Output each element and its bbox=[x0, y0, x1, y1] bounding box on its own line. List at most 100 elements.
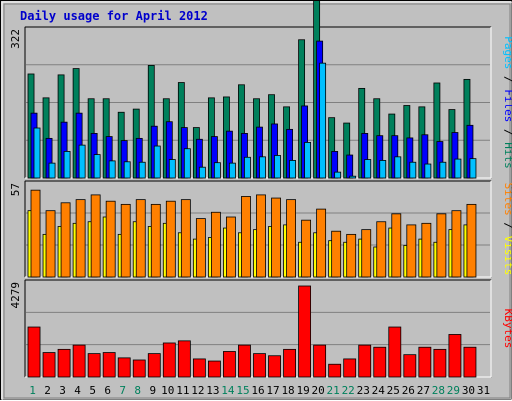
bar-kbytes-day-2 bbox=[42, 352, 56, 378]
day-label-2: 2 bbox=[44, 384, 51, 397]
panel-visits-sites: 57 Sites / Visits bbox=[9, 180, 512, 278]
bar-sites-day-23 bbox=[361, 229, 372, 278]
legend-separator: / bbox=[502, 216, 512, 236]
bar-kbytes-day-12 bbox=[192, 358, 206, 378]
bar-kbytes-day-16 bbox=[253, 353, 266, 378]
bar-kbytes-day-26 bbox=[403, 354, 417, 378]
bar-kbytes-day-14 bbox=[223, 351, 236, 378]
bar-kbytes-day-19 bbox=[298, 285, 312, 378]
day-label-9: 9 bbox=[149, 384, 156, 397]
panel-legend: Sites / Visits bbox=[502, 183, 512, 276]
bar-sites-day-15 bbox=[241, 196, 251, 278]
bar-pages-day-30 bbox=[469, 158, 477, 179]
legend-hits: Hits bbox=[502, 142, 512, 169]
bar-pages-day-21 bbox=[334, 171, 342, 179]
day-label-1: 1 bbox=[29, 384, 36, 397]
bar-kbytes-day-1 bbox=[27, 326, 41, 378]
bar-pages-day-3 bbox=[63, 151, 71, 179]
bar-pages-day-29 bbox=[454, 158, 462, 179]
bar-kbytes-day-7 bbox=[117, 357, 131, 378]
legend-separator: / bbox=[502, 69, 512, 89]
bar-sites-day-18 bbox=[286, 199, 296, 278]
bar-kbytes-day-25 bbox=[388, 326, 402, 378]
bar-kbytes-day-21 bbox=[328, 363, 342, 378]
bar-pages-day-5 bbox=[93, 154, 101, 179]
bar-kbytes-day-8 bbox=[132, 359, 146, 378]
bar-pages-day-26 bbox=[409, 161, 417, 179]
bar-pages-day-16 bbox=[259, 156, 266, 179]
bar-kbytes-day-10 bbox=[162, 342, 176, 378]
y-max-label: 57 bbox=[9, 183, 22, 196]
day-label-23: 23 bbox=[357, 384, 370, 397]
bar-sites-day-28 bbox=[436, 213, 447, 278]
bar-sites-day-29 bbox=[451, 210, 462, 278]
bar-pages-day-20 bbox=[319, 62, 327, 179]
day-label-14: 14 bbox=[221, 384, 235, 397]
bar-pages-day-18 bbox=[289, 160, 296, 179]
bar-sites-day-9 bbox=[150, 203, 161, 278]
bar-pages-day-15 bbox=[244, 156, 251, 179]
day-label-11: 11 bbox=[176, 384, 189, 397]
bar-sites-day-19 bbox=[301, 219, 312, 278]
day-label-24: 24 bbox=[372, 384, 386, 397]
day-label-21: 21 bbox=[327, 384, 340, 397]
day-label-15: 15 bbox=[236, 384, 249, 397]
bar-sites-day-16 bbox=[256, 194, 266, 278]
legend-visits: Visits bbox=[502, 236, 512, 276]
bar-sites-day-27 bbox=[421, 222, 432, 278]
day-label-12: 12 bbox=[191, 384, 204, 397]
day-label-31: 31 bbox=[477, 384, 490, 397]
day-label-17: 17 bbox=[266, 384, 279, 397]
bar-kbytes-day-9 bbox=[147, 353, 161, 378]
bar-pages-day-23 bbox=[364, 159, 372, 179]
day-label-4: 4 bbox=[74, 384, 81, 397]
bar-sites-day-8 bbox=[135, 199, 146, 278]
bar-kbytes-day-29 bbox=[448, 334, 462, 378]
day-label-20: 20 bbox=[312, 384, 325, 397]
chart-title: Daily usage for April 2012 bbox=[20, 9, 208, 23]
bar-sites-day-7 bbox=[120, 203, 131, 278]
bar-kbytes-day-3 bbox=[57, 348, 71, 378]
bar-kbytes-day-27 bbox=[418, 346, 432, 378]
day-label-3: 3 bbox=[59, 384, 66, 397]
bar-sites-day-11 bbox=[180, 199, 191, 278]
bar-kbytes-day-18 bbox=[283, 348, 296, 378]
bar-pages-day-1 bbox=[33, 127, 41, 179]
day-label-16: 16 bbox=[251, 384, 264, 397]
bar-pages-day-22 bbox=[349, 175, 357, 179]
day-label-7: 7 bbox=[119, 384, 126, 397]
legend-files: Files bbox=[502, 89, 512, 122]
bar-kbytes-day-24 bbox=[373, 346, 387, 378]
legend-separator: / bbox=[502, 122, 512, 142]
bar-sites-day-2 bbox=[45, 210, 56, 278]
bar-pages-day-9 bbox=[153, 145, 161, 179]
day-label-30: 30 bbox=[462, 384, 475, 397]
bar-pages-day-8 bbox=[138, 161, 146, 179]
bar-sites-day-21 bbox=[331, 230, 342, 278]
bar-kbytes-day-15 bbox=[238, 344, 251, 378]
panel-legend: KBytes bbox=[502, 309, 512, 349]
bar-sites-day-24 bbox=[376, 221, 387, 278]
bar-sites-day-25 bbox=[391, 213, 402, 278]
bar-files-day-22 bbox=[346, 154, 354, 179]
bar-sites-day-3 bbox=[60, 202, 71, 278]
bar-sites-day-10 bbox=[165, 200, 176, 278]
bar-kbytes-day-23 bbox=[358, 344, 372, 378]
bar-pages-day-7 bbox=[123, 161, 131, 179]
bar-pages-day-6 bbox=[108, 160, 116, 179]
bar-kbytes-day-4 bbox=[72, 344, 86, 378]
bar-pages-day-11 bbox=[183, 148, 191, 179]
bar-sites-day-20 bbox=[316, 208, 327, 278]
panel-legend: Pages / Files / Hits bbox=[502, 36, 512, 169]
day-label-27: 27 bbox=[417, 384, 430, 397]
bar-pages-day-13 bbox=[213, 162, 221, 179]
day-label-26: 26 bbox=[402, 384, 415, 397]
legend-kbytes: KBytes bbox=[502, 309, 512, 349]
bar-sites-day-4 bbox=[75, 199, 86, 278]
bar-sites-day-14 bbox=[226, 216, 236, 278]
day-label-5: 5 bbox=[89, 384, 96, 397]
panel-hits-files-pages: 322 Pages / Files / Hits bbox=[9, 1, 512, 179]
bar-sites-day-5 bbox=[90, 194, 101, 278]
